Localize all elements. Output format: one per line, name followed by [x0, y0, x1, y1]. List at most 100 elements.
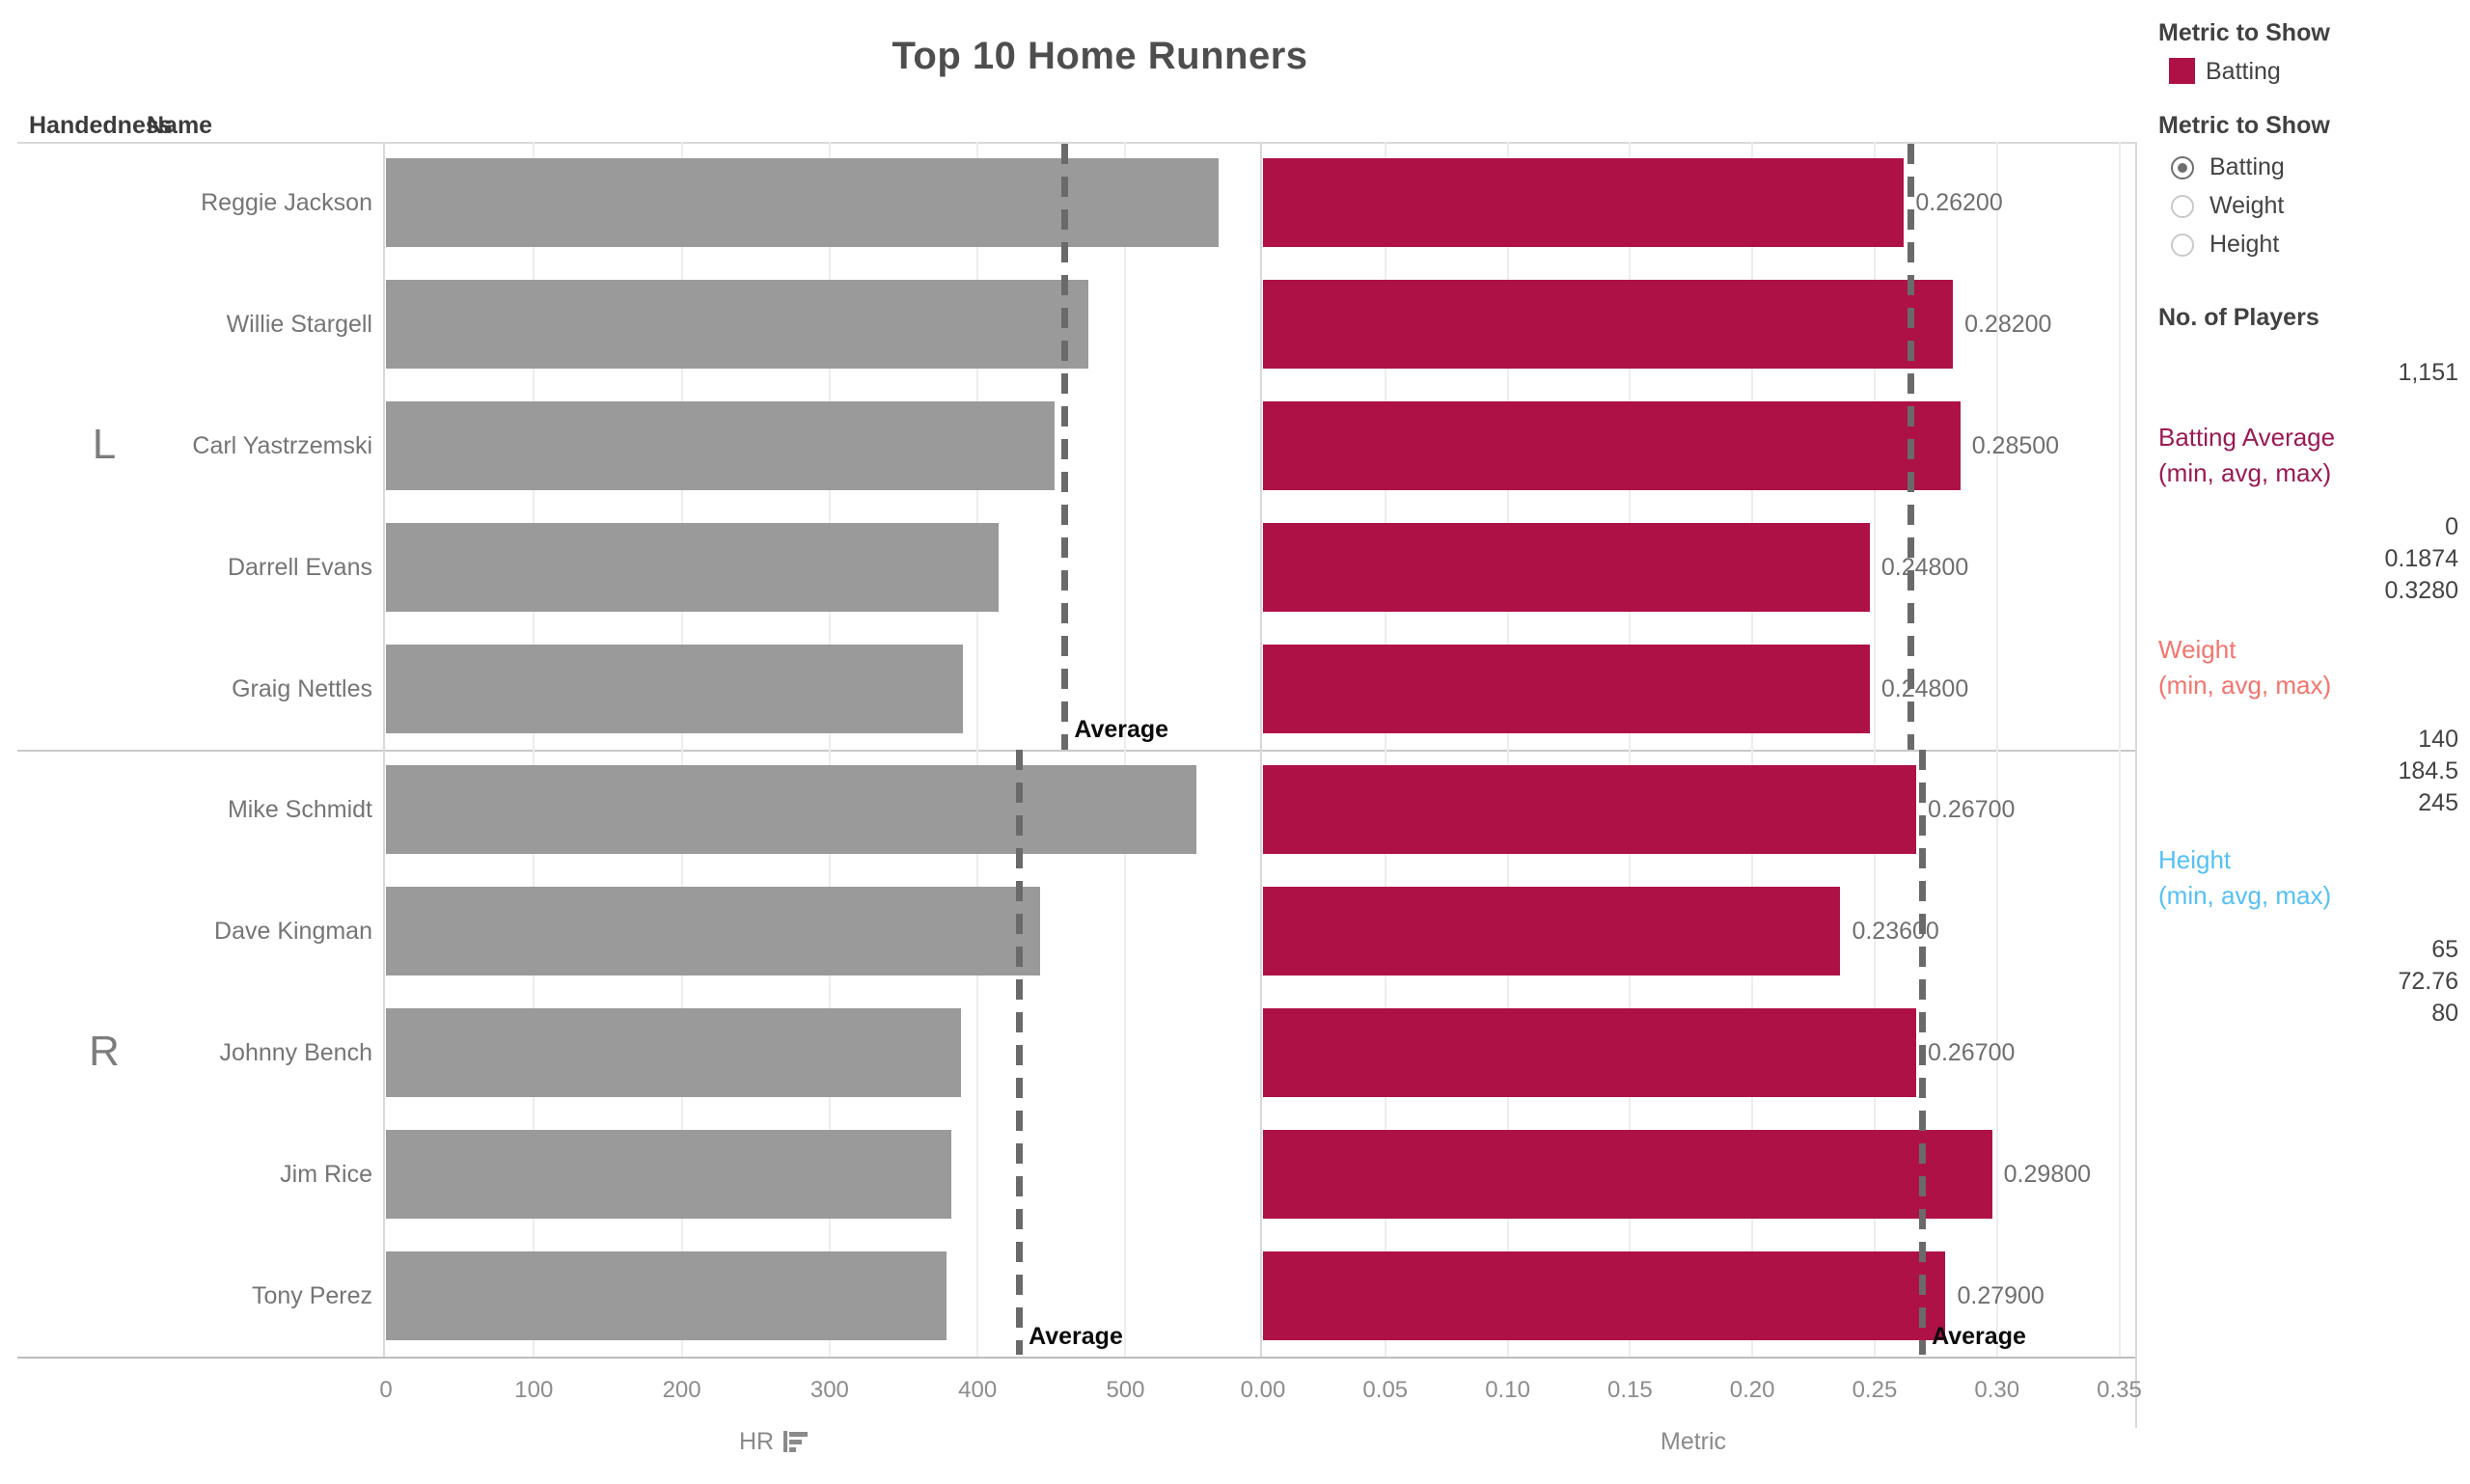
- hr-bar[interactable]: [386, 522, 999, 612]
- batting-bar[interactable]: [1263, 887, 1841, 976]
- hr-bar[interactable]: [386, 279, 1089, 369]
- page-title: Top 10 Home Runners: [892, 35, 1308, 77]
- batting-bar[interactable]: [1263, 1008, 1917, 1098]
- handedness-label-l[interactable]: L: [92, 420, 117, 468]
- hr-bar[interactable]: [386, 400, 1055, 490]
- metric-average-line: [1907, 144, 1915, 750]
- player-name[interactable]: Carl Yastrzemski: [192, 431, 372, 459]
- radio-weight[interactable]: [2171, 195, 2194, 218]
- hr-gridline: [828, 142, 831, 1357]
- panel-divider: [1260, 142, 1262, 1357]
- stat-value: 1,151: [2398, 359, 2458, 386]
- batting-value-label: 0.24800: [1880, 553, 1969, 581]
- player-name[interactable]: Johnny Bench: [219, 1039, 372, 1067]
- average-line-label: Average: [1932, 1323, 2026, 1350]
- player-name[interactable]: Dave Kingman: [214, 918, 372, 946]
- hr-bar[interactable]: [386, 1130, 951, 1220]
- player-name[interactable]: Tony Perez: [251, 1282, 372, 1310]
- hr-panel-left-border: [383, 142, 385, 1357]
- chart-top-border: [17, 142, 2135, 144]
- hr-bar[interactable]: [386, 1251, 947, 1341]
- metric-gridline: [1873, 142, 1876, 1357]
- metric-tick-label: 0.30: [1974, 1377, 2020, 1403]
- hr-bar[interactable]: [386, 644, 963, 733]
- hr-tick-label: 300: [810, 1377, 849, 1403]
- stat-title-weight: Weight: [2158, 635, 2237, 664]
- hr-tick-label: 100: [514, 1377, 554, 1403]
- stat-subtitle: (min, avg, max): [2158, 458, 2332, 487]
- batting-bar[interactable]: [1263, 1251, 1946, 1341]
- metric-gridline: [1506, 142, 1509, 1357]
- radio-height[interactable]: [2171, 234, 2194, 257]
- batting-bar[interactable]: [1263, 522, 1870, 612]
- batting-bar[interactable]: [1263, 644, 1870, 733]
- hr-bar[interactable]: [386, 765, 1197, 855]
- hr-bar[interactable]: [386, 887, 1040, 976]
- stat-value: 184.5: [2398, 757, 2458, 784]
- stat-value: 72.76: [2398, 968, 2458, 995]
- metric-gridline: [1629, 142, 1632, 1357]
- legend-batting-swatch[interactable]: [2169, 58, 2195, 84]
- metric-tick-label: 0.10: [1485, 1377, 1530, 1403]
- radio-batting[interactable]: [2171, 156, 2194, 179]
- hr-bar[interactable]: [386, 157, 1220, 247]
- parameter-title: Metric to Show: [2158, 112, 2330, 139]
- batting-value-label: 0.27900: [1957, 1282, 2045, 1310]
- hr-bar[interactable]: [386, 1008, 962, 1098]
- batting-value-label: 0.26700: [1928, 796, 2016, 824]
- hr-axis-title: HR: [739, 1426, 809, 1457]
- metric-tick-label: 0.05: [1362, 1377, 1409, 1403]
- batting-value-label: 0.23600: [1852, 918, 1939, 946]
- radio-label-height[interactable]: Height: [2209, 231, 2280, 258]
- player-name[interactable]: Graig Nettles: [232, 674, 372, 702]
- stat-value: 245: [2418, 789, 2458, 816]
- average-line-label: Average: [1029, 1323, 1123, 1350]
- stat-value: 0.1874: [2384, 545, 2458, 572]
- player-name[interactable]: Jim Rice: [280, 1161, 372, 1189]
- player-name[interactable]: Willie Stargell: [226, 310, 372, 338]
- hr-axis-label: HR: [739, 1428, 775, 1455]
- stat-title-players: No. of Players: [2158, 304, 2319, 331]
- stat-value: 80: [2431, 1000, 2458, 1027]
- metric-gridline: [1751, 142, 1754, 1357]
- batting-value-label: 0.29800: [2003, 1161, 2092, 1189]
- batting-bar[interactable]: [1263, 400, 1961, 490]
- stat-title-batting: Batting Average: [2158, 423, 2336, 452]
- column-header-name[interactable]: Name: [147, 112, 213, 139]
- chart-right-border: [2135, 142, 2137, 1428]
- metric-tick-label: 0.15: [1607, 1377, 1653, 1403]
- handedness-separator: [17, 749, 2135, 752]
- batting-bar[interactable]: [1263, 1130, 1992, 1220]
- stat-value: 140: [2418, 726, 2458, 753]
- stat-title-height: Height: [2158, 845, 2232, 874]
- metric-tick-label: 0.20: [1729, 1377, 1775, 1403]
- batting-bar[interactable]: [1263, 765, 1917, 855]
- metric-axis-title: Metric: [1660, 1426, 1726, 1457]
- column-header-handedness[interactable]: Handedness: [29, 112, 173, 139]
- hr-gridline: [533, 142, 535, 1357]
- average-line-label: Average: [1074, 715, 1169, 743]
- stat-value: 0: [2445, 513, 2458, 540]
- metric-gridline: [2118, 142, 2121, 1357]
- player-name[interactable]: Mike Schmidt: [227, 796, 372, 824]
- hr-tick-label: 0: [379, 1377, 393, 1403]
- batting-value-label: 0.26700: [1928, 1039, 2016, 1067]
- hr-average-line: [1015, 749, 1023, 1355]
- axis-line: [17, 1357, 2135, 1359]
- batting-value-label: 0.28500: [1971, 431, 2060, 459]
- batting-bar[interactable]: [1263, 157, 1905, 247]
- radio-label-batting[interactable]: Batting: [2209, 153, 2285, 180]
- batting-value-label: 0.26200: [1915, 188, 2003, 216]
- player-name[interactable]: Darrell Evans: [227, 553, 372, 581]
- handedness-label-r[interactable]: R: [89, 1028, 120, 1076]
- metric-average-line: [1918, 749, 1926, 1355]
- batting-bar[interactable]: [1263, 279, 1954, 369]
- player-name[interactable]: Reggie Jackson: [201, 188, 372, 216]
- legend-batting-label[interactable]: Batting: [2206, 58, 2281, 85]
- hr-tick-label: 400: [958, 1377, 998, 1403]
- sort-descending-icon[interactable]: [783, 1429, 809, 1454]
- hr-gridline: [680, 142, 683, 1357]
- radio-label-weight[interactable]: Weight: [2209, 192, 2285, 219]
- metric-tick-label: 0.00: [1240, 1377, 1286, 1403]
- hr-tick-label: 200: [662, 1377, 701, 1403]
